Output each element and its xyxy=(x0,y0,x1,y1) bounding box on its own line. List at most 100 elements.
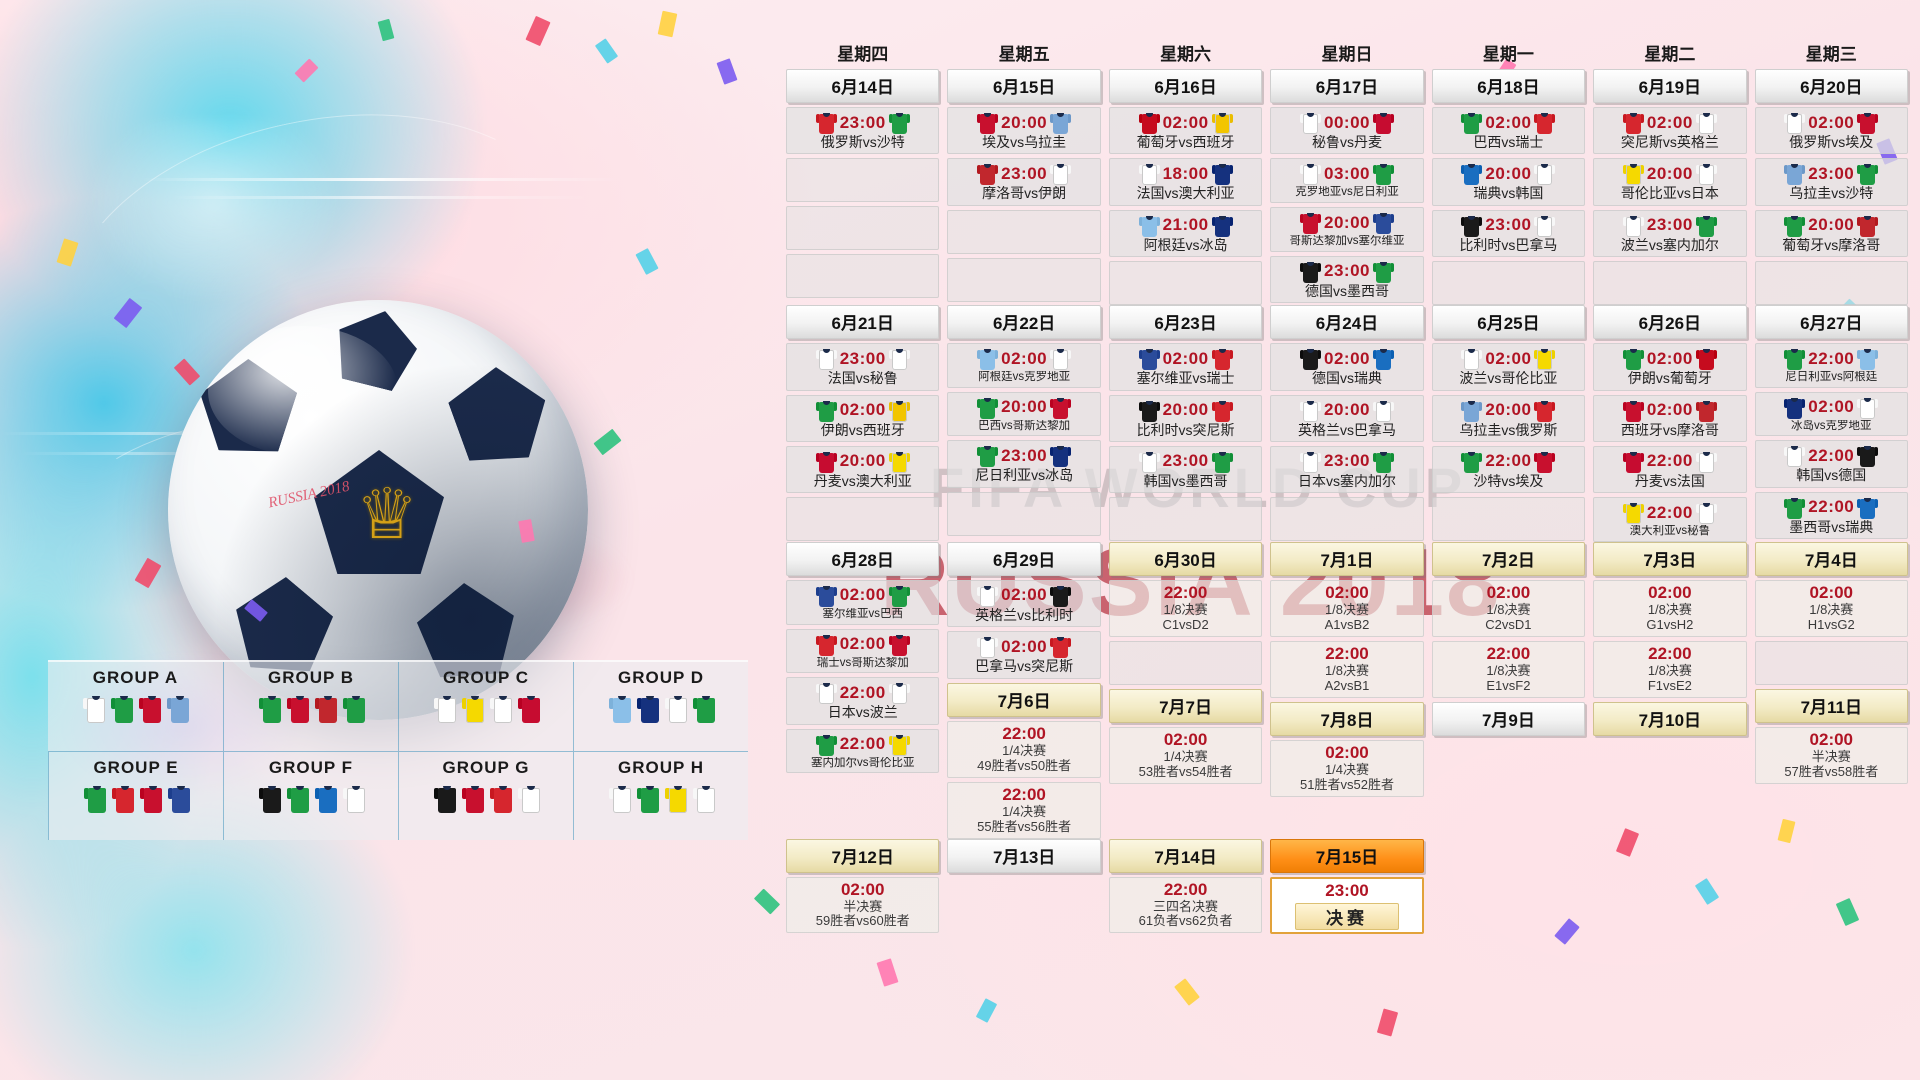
knockout-match-cell[interactable]: 22:00 1/8决赛 E1vsF2 xyxy=(1431,640,1586,698)
date-header[interactable]: 7月12日 xyxy=(786,838,940,873)
date-header[interactable]: 7月1日 xyxy=(1270,541,1424,576)
match-cell[interactable]: 03:00 克罗地亚vs尼日利亚 xyxy=(1270,158,1424,204)
match-cell[interactable]: 22:00 尼日利亚vs阿根廷 xyxy=(1754,343,1908,388)
match-cell[interactable]: 23:00 俄罗斯vs沙特 xyxy=(786,107,940,155)
knockout-match-cell[interactable]: 02:00 1/8决赛 C2vsD1 xyxy=(1431,579,1586,637)
date-header[interactable]: 6月20日 xyxy=(1754,69,1908,103)
match-cell[interactable]: 20:00 葡萄牙vs摩洛哥 xyxy=(1754,209,1908,258)
match-cell[interactable]: 02:00 塞尔维亚vs瑞士 xyxy=(1108,343,1263,391)
match-cell[interactable]: 02:00 巴西vs瑞士 xyxy=(1431,107,1586,155)
match-cell[interactable]: 23:00 波兰vs塞内加尔 xyxy=(1593,209,1747,258)
match-cell[interactable]: 23:00 摩洛哥vs伊朗 xyxy=(947,158,1101,206)
match-cell[interactable]: 20:00 哥斯达黎加vs塞尔维亚 xyxy=(1270,207,1424,252)
knockout-match-cell[interactable]: 02:00 1/4决赛 53胜者vs54胜者 xyxy=(1108,726,1263,784)
date-header[interactable]: 6月16日 xyxy=(1108,69,1263,103)
knockout-match-cell[interactable]: 02:00 半决赛 57胜者vs58胜者 xyxy=(1754,726,1908,784)
date-header[interactable]: 6月14日 xyxy=(786,69,940,103)
date-header[interactable]: 7月6日 xyxy=(947,682,1101,717)
match-cell[interactable]: 23:00 比利时vs巴拿马 xyxy=(1431,209,1586,258)
match-cell[interactable]: 23:00 法国vs秘鲁 xyxy=(786,343,940,391)
match-cell[interactable]: 20:00 丹麦vs澳大利亚 xyxy=(786,445,940,494)
date-header[interactable]: 6月28日 xyxy=(786,541,940,576)
date-header[interactable]: 7月3日 xyxy=(1593,541,1747,576)
match-cell[interactable]: 20:00 英格兰vs巴拿马 xyxy=(1270,394,1424,442)
final-match-cell[interactable]: 23:00 决赛 xyxy=(1270,876,1424,934)
date-header[interactable]: 6月24日 xyxy=(1270,305,1424,340)
knockout-match-cell[interactable]: 02:00 1/8决赛 H1vsG2 xyxy=(1754,579,1908,637)
date-header[interactable]: 7月15日 xyxy=(1270,838,1424,873)
match-cell[interactable]: 02:00 西班牙vs摩洛哥 xyxy=(1593,394,1747,442)
match-cell[interactable]: 20:00 瑞典vs韩国 xyxy=(1431,158,1586,206)
knockout-match-cell[interactable]: 02:00 1/8决赛 G1vsH2 xyxy=(1593,579,1747,637)
match-cell[interactable]: 22:00 韩国vs德国 xyxy=(1754,440,1908,488)
match-cell[interactable]: 23:00 韩国vs墨西哥 xyxy=(1108,445,1263,494)
knockout-match-cell[interactable]: 22:00 三四名决赛 61负者vs62负者 xyxy=(1108,876,1263,934)
date-header[interactable]: 6月18日 xyxy=(1431,69,1586,103)
group-box-group-b[interactable]: GROUP B xyxy=(223,662,398,751)
date-header[interactable]: 7月11日 xyxy=(1754,688,1908,723)
match-cell[interactable]: 02:00 波兰vs哥伦比亚 xyxy=(1431,343,1586,391)
knockout-match-cell[interactable]: 02:00 1/4决赛 51胜者vs52胜者 xyxy=(1270,739,1424,797)
group-box-group-h[interactable]: GROUP H xyxy=(573,751,748,840)
match-cell[interactable]: 20:00 乌拉圭vs俄罗斯 xyxy=(1431,394,1586,442)
date-header[interactable]: 6月27日 xyxy=(1754,305,1908,340)
knockout-match-cell[interactable]: 22:00 1/8决赛 C1vsD2 xyxy=(1108,579,1263,637)
match-cell[interactable]: 02:00 伊朗vs西班牙 xyxy=(786,394,940,442)
match-cell[interactable]: 20:00 埃及vs乌拉圭 xyxy=(947,107,1101,155)
match-cell[interactable]: 02:00 阿根廷vs克罗地亚 xyxy=(947,343,1101,388)
date-header[interactable]: 6月30日 xyxy=(1108,541,1263,576)
knockout-match-cell[interactable]: 22:00 1/4决赛 49胜者vs50胜者 xyxy=(947,720,1101,778)
date-header[interactable]: 6月17日 xyxy=(1270,69,1424,103)
date-header[interactable]: 7月8日 xyxy=(1270,701,1424,736)
knockout-match-cell[interactable]: 22:00 1/4决赛 55胜者vs56胜者 xyxy=(947,781,1101,839)
date-header[interactable]: 7月4日 xyxy=(1754,541,1908,576)
match-cell[interactable]: 23:00 日本vs塞内加尔 xyxy=(1270,445,1424,494)
match-cell[interactable]: 23:00 乌拉圭vs沙特 xyxy=(1754,158,1908,206)
match-cell[interactable]: 22:00 日本vs波兰 xyxy=(786,677,940,725)
date-header[interactable]: 6月15日 xyxy=(947,69,1101,103)
match-cell[interactable]: 02:00 巴拿马vs突尼斯 xyxy=(947,631,1101,679)
date-header[interactable]: 7月2日 xyxy=(1431,541,1586,576)
match-cell[interactable]: 23:00 尼日利亚vs冰岛 xyxy=(947,440,1101,488)
match-cell[interactable]: 20:00 哥伦比亚vs日本 xyxy=(1593,158,1747,206)
knockout-match-cell[interactable]: 22:00 1/8决赛 F1vsE2 xyxy=(1593,640,1747,698)
group-box-group-f[interactable]: GROUP F xyxy=(223,751,398,840)
date-header[interactable]: 6月19日 xyxy=(1593,69,1747,103)
date-header[interactable]: 7月7日 xyxy=(1108,688,1263,723)
date-header[interactable]: 6月29日 xyxy=(947,541,1101,576)
match-cell[interactable]: 22:00 沙特vs埃及 xyxy=(1431,445,1586,494)
group-box-group-a[interactable]: GROUP A xyxy=(48,662,223,751)
match-cell[interactable]: 02:00 伊朗vs葡萄牙 xyxy=(1593,343,1747,391)
knockout-match-cell[interactable]: 22:00 1/8决赛 A2vsB1 xyxy=(1270,640,1424,698)
date-header[interactable]: 7月14日 xyxy=(1108,838,1263,873)
date-header[interactable]: 6月25日 xyxy=(1431,305,1586,340)
match-cell[interactable]: 02:00 葡萄牙vs西班牙 xyxy=(1108,107,1263,155)
date-header[interactable]: 7月10日 xyxy=(1593,701,1747,736)
match-cell[interactable]: 02:00 英格兰vs比利时 xyxy=(947,579,1101,628)
group-box-group-d[interactable]: GROUP D xyxy=(573,662,748,751)
date-header[interactable]: 6月22日 xyxy=(947,305,1101,340)
match-cell[interactable]: 20:00 比利时vs突尼斯 xyxy=(1108,394,1263,442)
match-cell[interactable]: 02:00 俄罗斯vs埃及 xyxy=(1754,107,1908,155)
date-header[interactable]: 7月13日 xyxy=(947,838,1101,873)
knockout-match-cell[interactable]: 02:00 1/8决赛 A1vsB2 xyxy=(1270,579,1424,637)
group-box-group-e[interactable]: GROUP E xyxy=(48,751,223,840)
group-box-group-c[interactable]: GROUP C xyxy=(398,662,573,751)
date-header[interactable]: 6月23日 xyxy=(1108,305,1263,340)
match-cell[interactable]: 02:00 塞尔维亚vs巴西 xyxy=(786,579,940,625)
knockout-match-cell[interactable]: 02:00 半决赛 59胜者vs60胜者 xyxy=(786,876,940,934)
match-cell[interactable]: 02:00 德国vs瑞典 xyxy=(1270,343,1424,391)
match-cell[interactable]: 02:00 突尼斯vs英格兰 xyxy=(1593,107,1747,155)
date-header[interactable]: 6月26日 xyxy=(1593,305,1747,340)
match-cell[interactable]: 02:00 瑞士vs哥斯达黎加 xyxy=(786,628,940,674)
date-header[interactable]: 7月9日 xyxy=(1431,701,1586,736)
match-cell[interactable]: 22:00 丹麦vs法国 xyxy=(1593,445,1747,494)
match-cell[interactable]: 23:00 德国vs墨西哥 xyxy=(1270,255,1424,304)
match-cell[interactable]: 22:00 墨西哥vs瑞典 xyxy=(1754,491,1908,540)
match-cell[interactable]: 20:00 巴西vs哥斯达黎加 xyxy=(947,391,1101,437)
date-header[interactable]: 6月21日 xyxy=(786,305,940,340)
group-box-group-g[interactable]: GROUP G xyxy=(398,751,573,840)
match-cell[interactable]: 18:00 法国vs澳大利亚 xyxy=(1108,158,1263,206)
match-cell[interactable]: 21:00 阿根廷vs冰岛 xyxy=(1108,209,1263,258)
match-cell[interactable]: 22:00 塞内加尔vs哥伦比亚 xyxy=(786,728,940,774)
